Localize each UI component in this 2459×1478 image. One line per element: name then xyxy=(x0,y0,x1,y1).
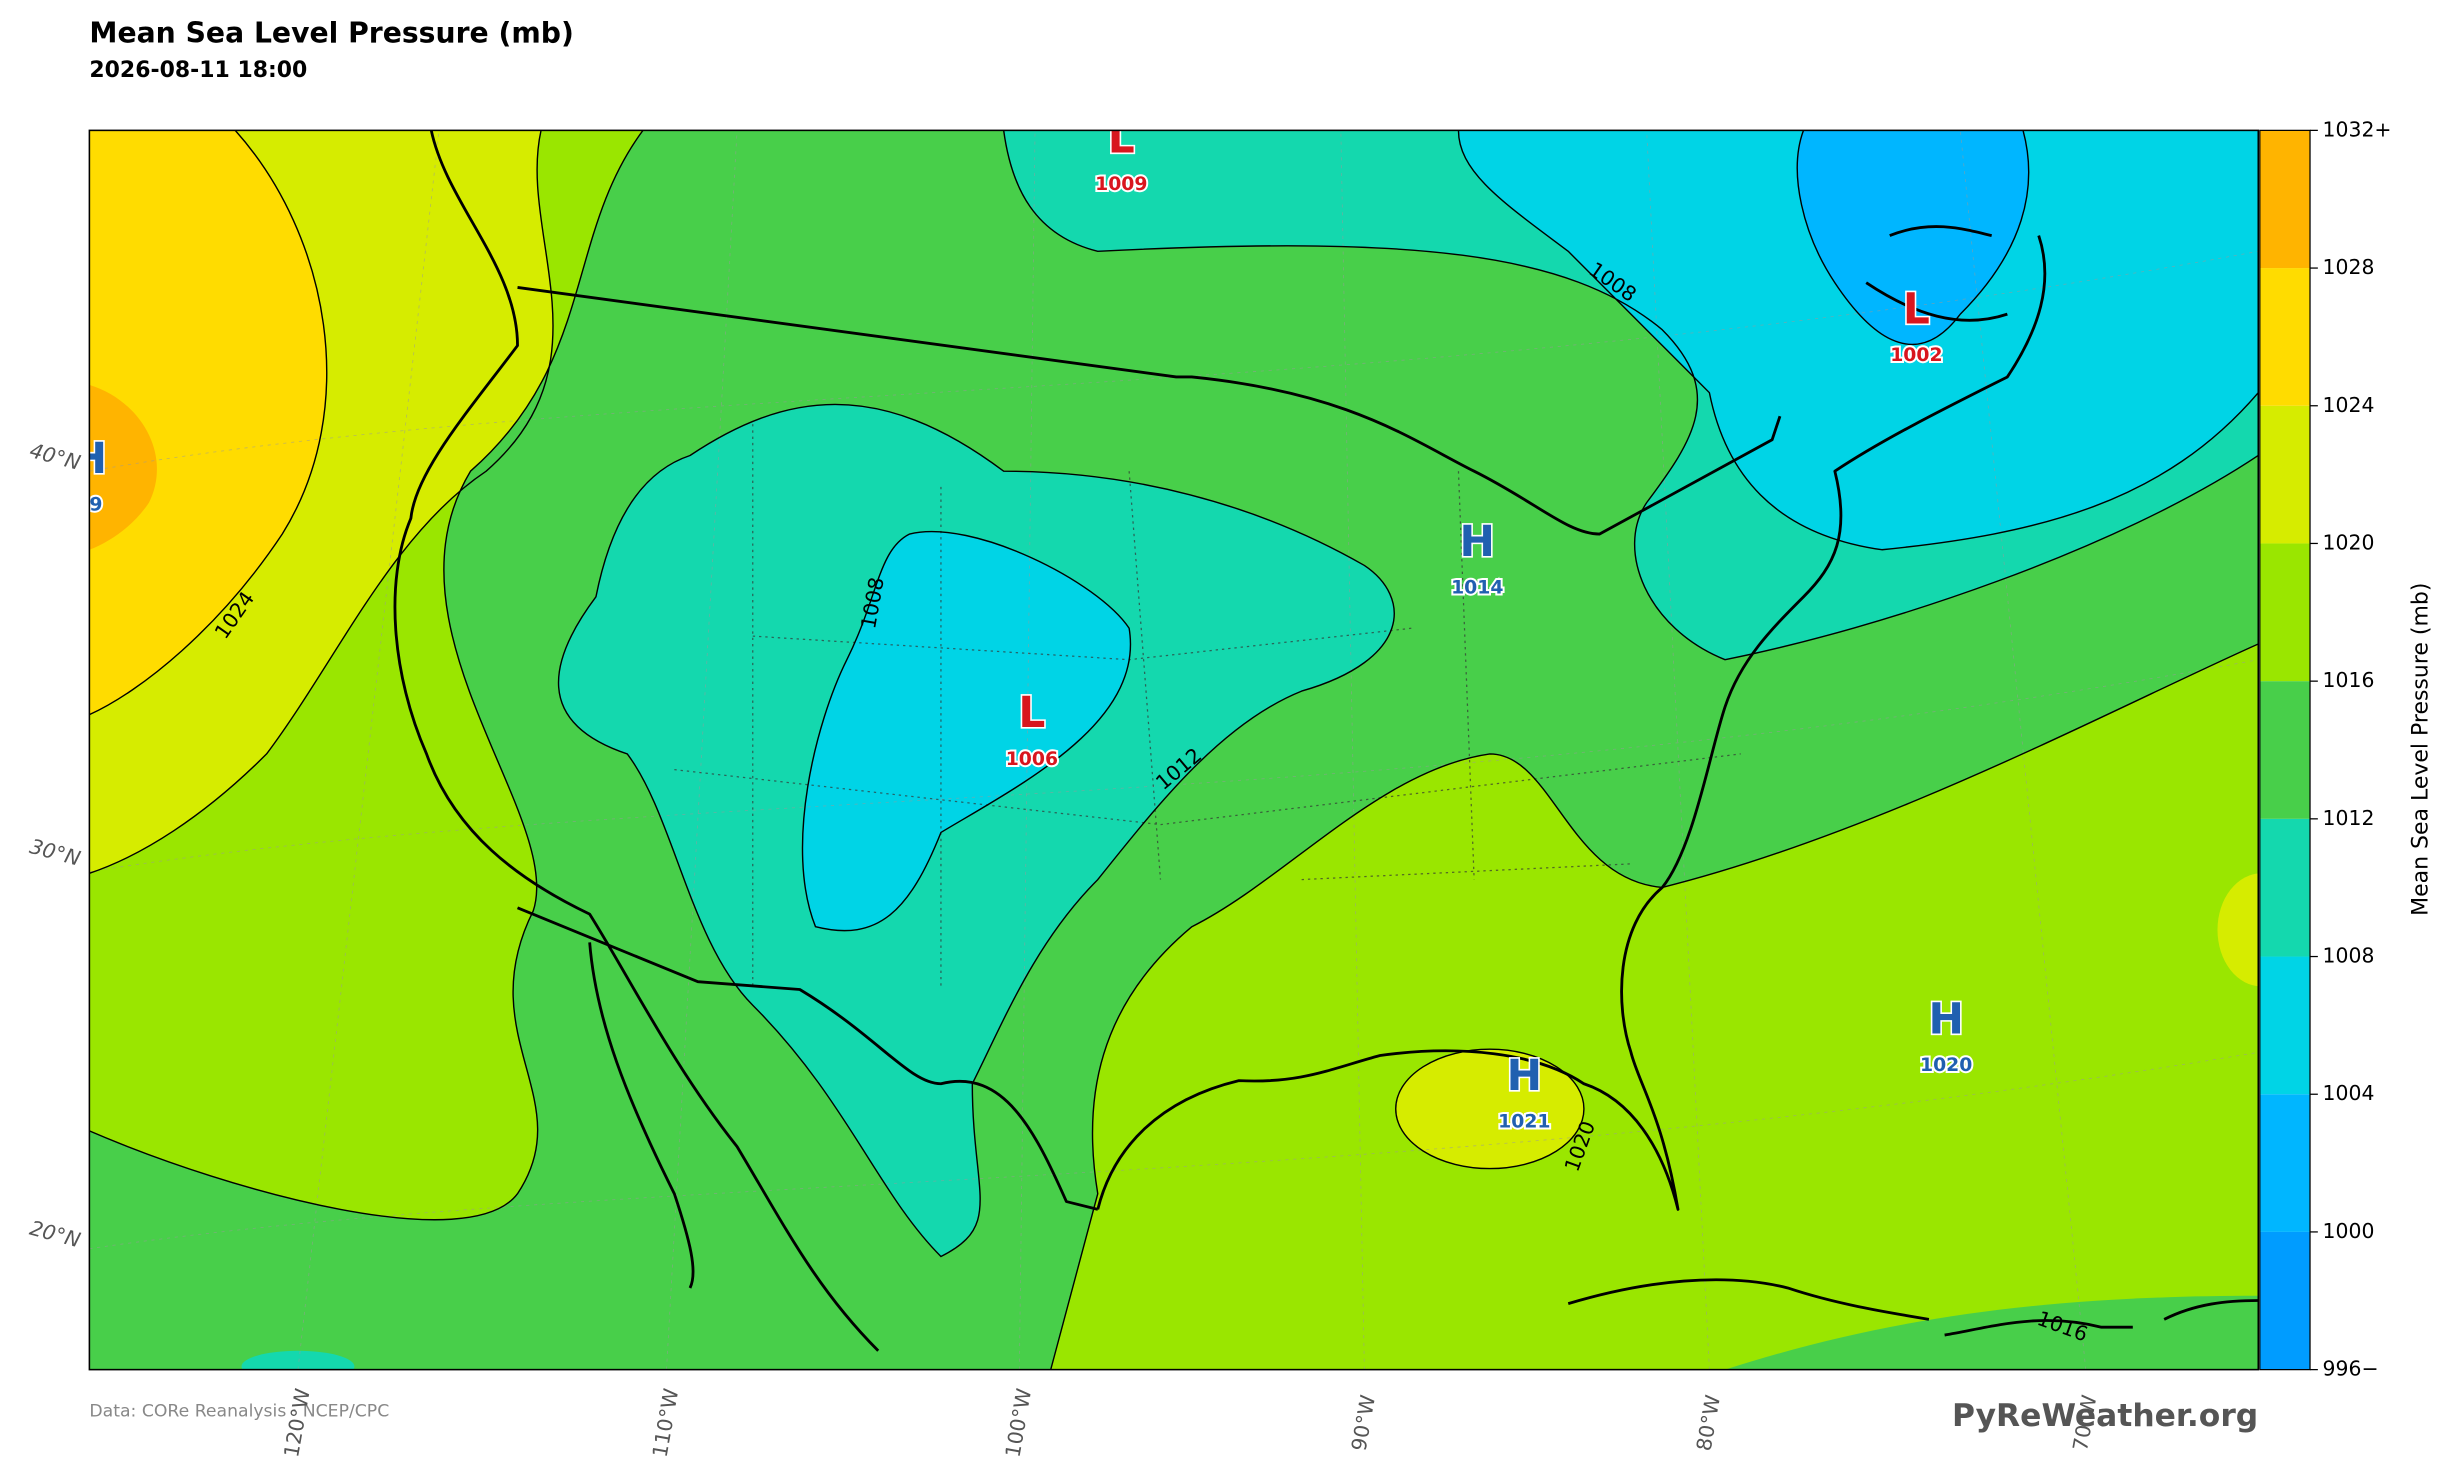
title: Mean Sea Level Pressure (mb) xyxy=(89,16,574,49)
pressure-field xyxy=(1662,455,2259,888)
center-value: 1014 xyxy=(1451,578,1503,599)
center-symbol: L xyxy=(1018,688,1045,737)
coastlines xyxy=(393,130,2259,1352)
colorbar-tick-label: 1020 xyxy=(2323,530,2375,554)
pressure-field xyxy=(89,130,327,715)
colorbar-bin xyxy=(2259,818,2311,957)
colorbar-tick-label: 1024 xyxy=(2323,393,2375,417)
colorbar-bin xyxy=(2259,268,2311,406)
longitude-label: 90°W xyxy=(1347,1393,1380,1453)
pressure-field xyxy=(89,384,157,550)
center-symbol: H xyxy=(1460,517,1495,566)
center-symbol: L xyxy=(1108,113,1135,162)
latitude-label: 20°N xyxy=(27,1216,83,1253)
longitude-label: 110°W xyxy=(648,1387,684,1459)
state-borders xyxy=(674,424,1741,990)
center-symbol: H xyxy=(1928,994,1963,1043)
colorbar-tick-label: 1032+ xyxy=(2323,117,2392,141)
pressure-field xyxy=(241,1350,355,1370)
map-frame xyxy=(88,129,2260,1371)
latitude-label: 40°N xyxy=(27,438,83,475)
colorbar-bin xyxy=(2259,681,2311,819)
subtitle: 2026-08-11 18:00 xyxy=(89,58,307,83)
center-value: 29 xyxy=(76,494,102,515)
colorbar-tick-label: 1016 xyxy=(2323,668,2375,692)
pressure-field xyxy=(1725,1295,2259,1370)
center-value: 1009 xyxy=(1095,174,1147,195)
credits: Data: CORe Reanalysis · NCEP/CPC xyxy=(89,1402,389,1422)
pressure-field xyxy=(558,404,1395,1257)
longitude-label: 120°W xyxy=(279,1387,315,1459)
colorbar-frame xyxy=(2259,129,2311,1371)
colorbar-tick-label: 1012 xyxy=(2323,806,2375,830)
pressure-field xyxy=(1797,130,2029,345)
pressure-field xyxy=(1458,130,2259,550)
colorbar-bin xyxy=(2259,1231,2311,1370)
pressure-field xyxy=(1395,1049,1584,1169)
colorbar-tick-label: 1004 xyxy=(2323,1081,2375,1105)
colorbar-tick-label: 1008 xyxy=(2323,944,2375,968)
latitude-label: 30°N xyxy=(27,834,83,871)
center-value: 1002 xyxy=(1890,345,1942,366)
colorbar-tick-label: 996− xyxy=(2323,1357,2379,1381)
colorbar-bin xyxy=(2259,405,2311,544)
colorbar-label: Mean Sea Level Pressure (mb) xyxy=(2409,583,2434,916)
center-symbol: H xyxy=(1507,1051,1542,1100)
colorbar-bin xyxy=(2259,956,2311,1095)
center-value: 1006 xyxy=(1006,749,1058,770)
contours xyxy=(89,130,2259,1370)
colorbar-tick-label: 1028 xyxy=(2323,255,2375,279)
colorbar-bin xyxy=(2259,130,2311,269)
longitude-label: 80°W xyxy=(1692,1393,1725,1453)
pressure-field xyxy=(802,531,1131,931)
colorbar-tick-label: 1000 xyxy=(2323,1219,2375,1243)
watermark: PyReWeather.org xyxy=(1952,1398,2258,1434)
center-symbol: H xyxy=(72,434,107,483)
center-symbol: L xyxy=(1903,285,1930,334)
colorbar-bin xyxy=(2259,1094,2311,1232)
center-value: 1021 xyxy=(1498,1112,1550,1133)
pressure-field xyxy=(2217,873,2259,987)
map-area: L1009L1002H1014L1006H1020H1021H291008102… xyxy=(72,113,2259,1370)
colorbar-bin xyxy=(2259,543,2311,682)
longitude-label: 100°W xyxy=(1001,1387,1037,1459)
center-value: 1020 xyxy=(1920,1055,1972,1076)
graticule xyxy=(89,130,2259,1370)
